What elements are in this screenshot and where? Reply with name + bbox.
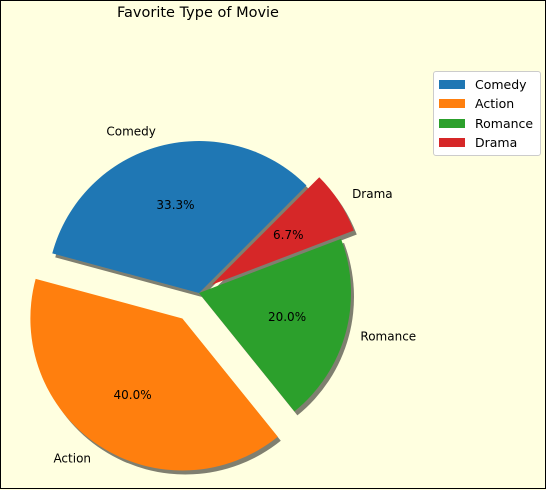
pie-label-layer: 33.3% Comedy 40.0% Action 20.0% Romance 6.7% Dr… <box>53 124 416 465</box>
category-label-comedy: Comedy <box>106 124 156 138</box>
legend-item-romance: Romance <box>434 114 540 133</box>
legend-label-action: Action <box>475 96 515 112</box>
percent-label-romance: 20.0% <box>268 310 306 324</box>
percent-label-drama: 6.7% <box>273 228 304 242</box>
legend-label-comedy: Comedy <box>475 77 527 93</box>
legend-swatch-romance <box>439 118 465 128</box>
legend-swatch-drama <box>439 138 465 148</box>
legend: Comedy Action Romance Drama <box>433 71 541 157</box>
legend-label-drama: Drama <box>475 135 518 151</box>
slice-action <box>30 278 278 471</box>
legend-item-drama: Drama <box>434 133 540 152</box>
percent-label-comedy: 33.3% <box>156 198 194 212</box>
legend-item-action: Action <box>434 94 540 113</box>
category-label-romance: Romance <box>360 330 416 344</box>
slice-comedy <box>52 141 307 293</box>
slice-romance <box>199 238 351 412</box>
legend-label-romance: Romance <box>475 115 534 131</box>
legend-swatch-action <box>439 99 465 109</box>
category-label-drama: Drama <box>352 187 393 201</box>
legend-item-comedy: Comedy <box>434 75 540 94</box>
chart-title: Favorite Type of Movie <box>117 5 279 21</box>
category-label-action: Action <box>53 451 91 465</box>
legend-swatch-comedy <box>439 80 465 90</box>
percent-label-action: 40.0% <box>113 388 151 402</box>
slice-drama <box>211 177 354 285</box>
pie-slice-layer <box>30 141 354 471</box>
